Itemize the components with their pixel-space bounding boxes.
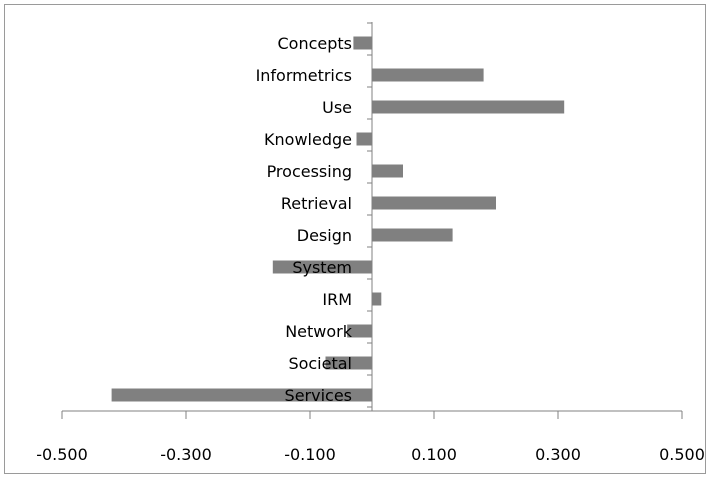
category-label-use: Use xyxy=(322,98,352,117)
bar-network xyxy=(347,324,372,338)
category-label-services: Services xyxy=(285,386,352,405)
bar-societal xyxy=(325,356,372,370)
x-tick-label: 0.100 xyxy=(411,445,457,464)
axes-layer xyxy=(61,22,683,419)
x-tick-label: 0.300 xyxy=(535,445,581,464)
category-label-design: Design xyxy=(297,226,352,245)
x-tick-label: -0.100 xyxy=(284,445,336,464)
bar-irm xyxy=(372,292,382,306)
bar-informetrics xyxy=(372,68,484,82)
bar-system xyxy=(272,260,372,274)
category-label-system: System xyxy=(292,258,352,277)
category-label-network: Network xyxy=(285,322,353,341)
category-label-irm: IRM xyxy=(322,290,352,309)
bar-processing xyxy=(372,164,403,178)
category-label-informetrics: Informetrics xyxy=(256,66,352,85)
bar-design xyxy=(372,228,453,242)
category-label-societal: Societal xyxy=(288,354,352,373)
category-label-retrieval: Retrieval xyxy=(281,194,352,213)
bar-retrieval xyxy=(372,196,496,210)
x-tick-label: -0.500 xyxy=(36,445,88,464)
category-label-processing: Processing xyxy=(267,162,352,181)
bar-use xyxy=(372,100,565,114)
category-label-concepts: Concepts xyxy=(277,34,352,53)
bar-services xyxy=(111,388,372,402)
bar-concepts xyxy=(353,36,372,50)
x-tick-label: 0.500 xyxy=(659,445,705,464)
category-label-knowledge: Knowledge xyxy=(264,130,352,149)
x-tick-label: -0.300 xyxy=(160,445,212,464)
labels-layer: -0.500 -0.300 -0.100 0.100 0.300 0.500 Concept… xyxy=(36,34,705,464)
bar-knowledge xyxy=(356,132,372,146)
bars-layer xyxy=(111,36,565,402)
